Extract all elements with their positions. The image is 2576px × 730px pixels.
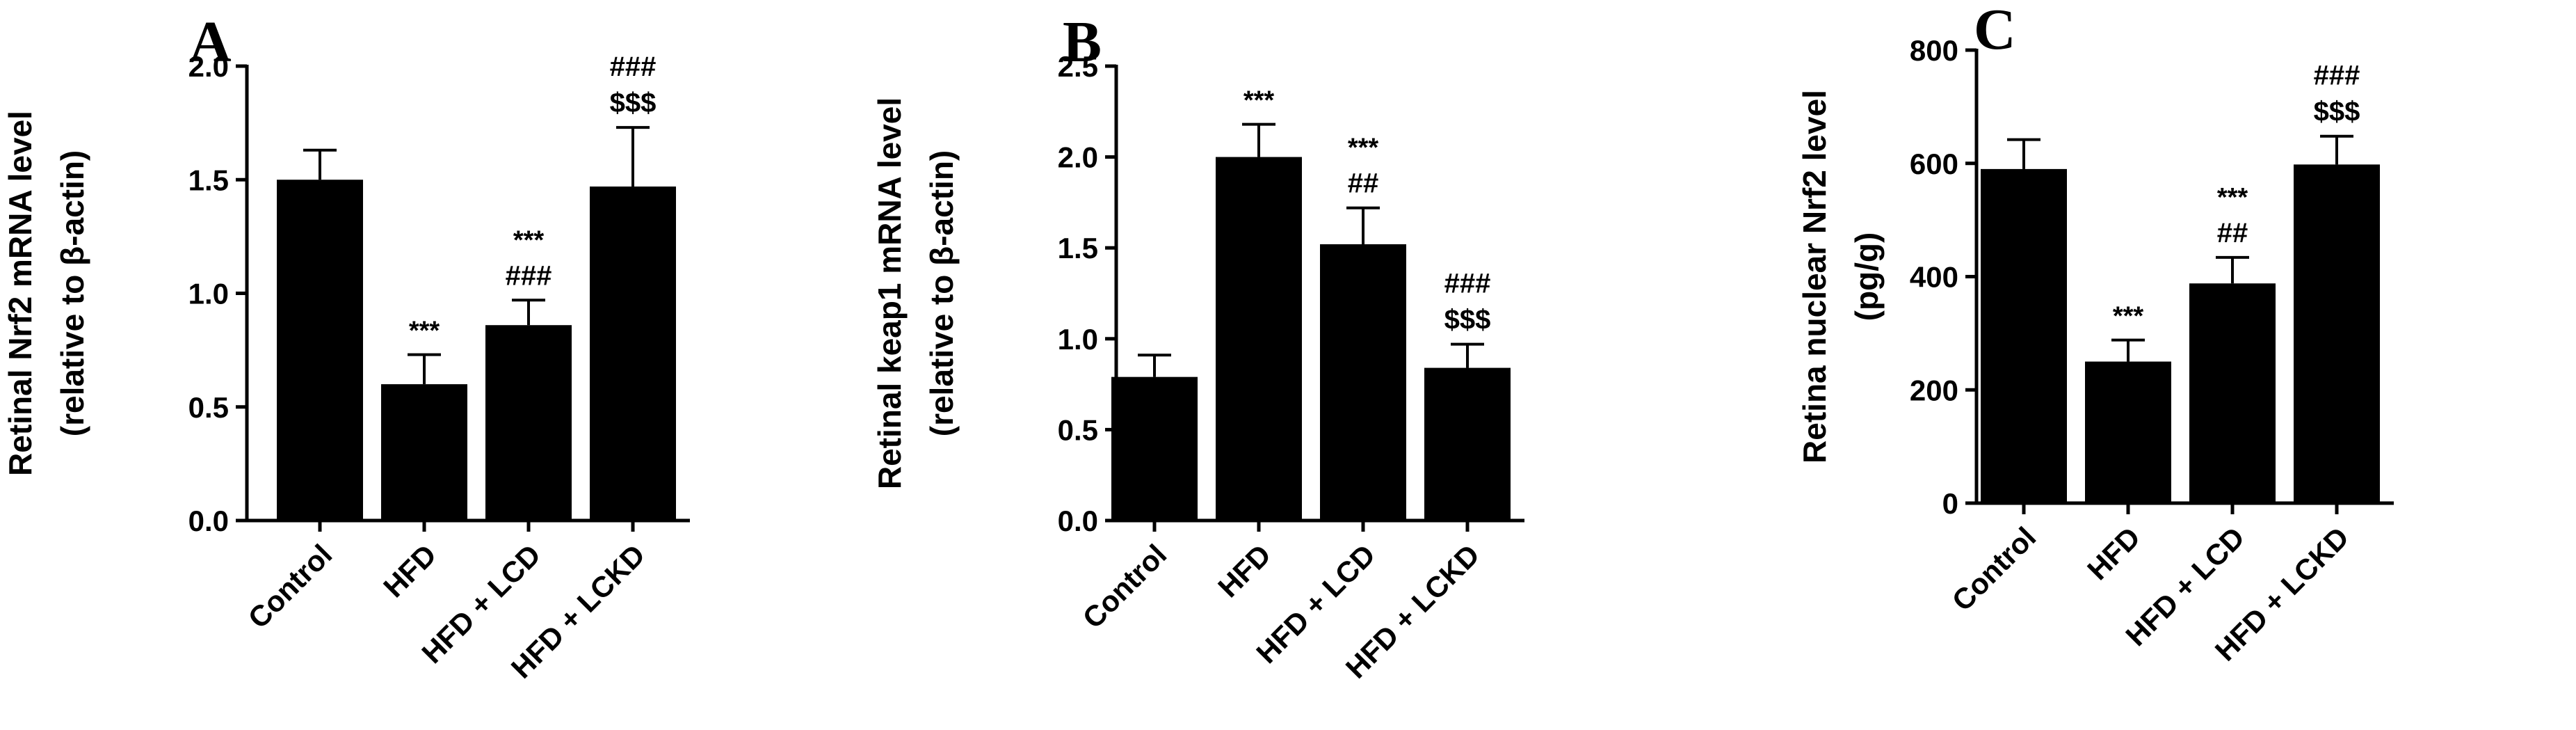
significance-label: $$$ <box>2314 97 2360 127</box>
y-axis-label: (relative to β-actin) <box>924 150 960 436</box>
bar <box>590 187 676 521</box>
category-label: Control <box>1077 538 1173 635</box>
significance-label: ### <box>1444 269 1491 299</box>
y-axis-label: Retinal Nrf2 mRNA level <box>2 111 38 476</box>
category-label: HFD <box>1211 538 1277 603</box>
significance-label: ### <box>610 51 657 82</box>
significance-label: *** <box>513 225 545 255</box>
panel-b: Control***HFD##***HFD + LCD$$$###HFD + L… <box>871 10 1524 685</box>
bar <box>2294 164 2380 503</box>
y-tick-label: 800 <box>1910 34 1958 67</box>
y-axis-label: (pg/g) <box>1849 232 1885 322</box>
y-tick-label: 2.0 <box>188 50 229 83</box>
panel-a: Control***HFD###***HFD + LCD$$$###HFD + … <box>2 10 690 685</box>
bar <box>2189 283 2276 503</box>
panel-letter: A <box>189 10 232 74</box>
significance-label: ### <box>2314 61 2360 91</box>
significance-label: ## <box>2217 218 2248 248</box>
bar <box>277 180 363 521</box>
bar <box>2085 361 2171 503</box>
y-tick-label: 200 <box>1910 374 1958 406</box>
y-tick-label: 2.5 <box>1058 50 1098 83</box>
bar <box>485 325 572 521</box>
category-label: HFD <box>2081 521 2146 586</box>
category-label: Control <box>242 538 339 635</box>
significance-label: $$$ <box>1444 305 1491 335</box>
y-axis-label: Retina nuclear Nrf2 level <box>1796 90 1833 463</box>
bar <box>381 384 467 521</box>
significance-label: *** <box>2217 183 2248 212</box>
significance-label: ## <box>1348 168 1379 199</box>
significance-label: *** <box>1243 86 1275 116</box>
y-tick-label: 1.5 <box>188 164 229 196</box>
y-tick-label: 0.5 <box>1058 413 1098 446</box>
bar <box>1981 168 2067 503</box>
category-label: HFD <box>377 538 442 603</box>
y-tick-label: 400 <box>1910 261 1958 294</box>
significance-label: *** <box>2113 302 2144 331</box>
bar <box>1424 367 1511 521</box>
y-tick-label: 0 <box>1942 487 1958 520</box>
y-tick-label: 0.5 <box>188 391 229 424</box>
y-axis-label: Retinal keap1 mRNA level <box>871 97 908 489</box>
y-tick-label: 0.0 <box>1058 505 1098 537</box>
y-tick-label: 600 <box>1910 148 1958 180</box>
y-tick-label: 1.0 <box>188 278 229 310</box>
y-axis-label: (relative to β-actin) <box>54 150 90 436</box>
y-tick-label: 1.0 <box>1058 323 1098 356</box>
y-tick-label: 1.5 <box>1058 232 1098 264</box>
y-tick-label: 0.0 <box>188 505 229 537</box>
panel-letter: B <box>1063 10 1102 74</box>
panel-c: Control***HFD##***HFD + LCD$$$###HFD + L… <box>1796 0 2394 667</box>
significance-label: ### <box>506 260 552 291</box>
bar <box>1320 244 1406 521</box>
bar <box>1216 157 1302 521</box>
significance-label: $$$ <box>610 88 657 118</box>
y-tick-label: 2.0 <box>1058 141 1098 174</box>
category-label: Control <box>1946 521 2043 617</box>
significance-label: *** <box>409 317 440 346</box>
panel-letter: C <box>1974 0 2016 62</box>
bar <box>1111 376 1198 521</box>
significance-label: *** <box>1348 134 1379 163</box>
